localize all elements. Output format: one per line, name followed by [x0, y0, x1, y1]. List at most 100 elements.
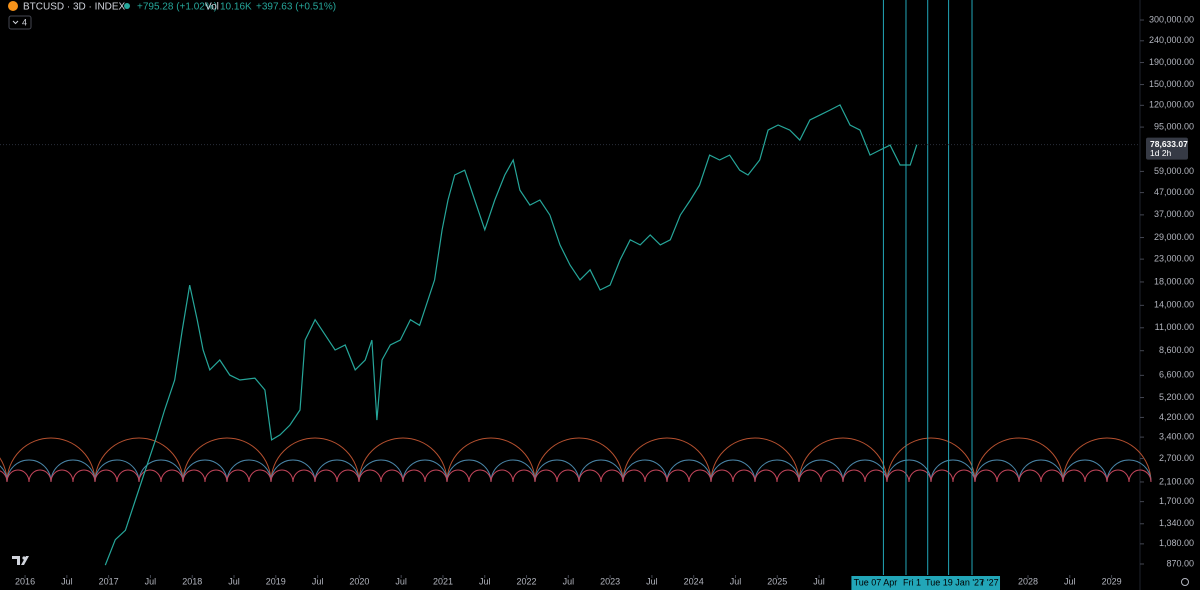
cycle-arc — [1018, 469, 1042, 483]
x-tick-label: 2024 — [684, 576, 704, 586]
y-tick-label: 240,000.00 — [1149, 35, 1194, 45]
last-price-box — [1146, 137, 1188, 160]
cycle-arc — [116, 469, 140, 483]
cycle-arc — [644, 469, 668, 483]
cycle-arc — [578, 459, 624, 483]
indicator-count: 4 — [22, 17, 27, 27]
marker-label: r '27 — [981, 577, 998, 587]
x-tick-label: Jul — [730, 576, 742, 586]
cycle-arc — [930, 459, 976, 483]
cycle-arc — [0, 470, 8, 483]
settings-icon[interactable] — [1181, 578, 1189, 586]
y-tick-label: 870.00 — [1166, 558, 1194, 568]
change: +795.28 (+1.02%) — [137, 2, 217, 13]
x-tick-label: 2017 — [99, 576, 119, 586]
cycle-arc — [182, 469, 206, 483]
cycle-arc — [314, 469, 338, 483]
cycle-arc — [402, 469, 426, 483]
cycle-arc — [446, 469, 470, 483]
y-tick-label: 14,000.00 — [1154, 300, 1194, 310]
cycle-arc — [798, 437, 888, 483]
y-tick-label: 59,000.00 — [1154, 166, 1194, 176]
x-tick-label: Jul — [1064, 576, 1076, 586]
y-tick-label: 8,600.00 — [1159, 345, 1194, 355]
cycle-arc — [996, 469, 1020, 483]
cycle-arc — [710, 469, 734, 483]
y-tick-label: 5,200.00 — [1159, 392, 1194, 402]
y-tick-label: 47,000.00 — [1154, 187, 1194, 197]
cycle-arc — [358, 469, 382, 483]
cycle-arc — [1062, 459, 1108, 483]
cycle-arc — [534, 437, 624, 483]
cycle-arc — [446, 459, 492, 483]
cycle-arc — [776, 469, 800, 483]
logo-dot — [22, 556, 26, 560]
cycle-arc — [94, 469, 118, 483]
y-tick-label: 4,200.00 — [1159, 412, 1194, 422]
y-tick-label: 18,000.00 — [1154, 276, 1194, 286]
cycle-arc — [710, 459, 756, 483]
y-tick-label: 1,700.00 — [1159, 496, 1194, 506]
cycle-arc — [94, 437, 184, 483]
cycle-arc — [402, 459, 448, 483]
x-tick-label: 2025 — [767, 576, 787, 586]
cycle-arc — [6, 469, 30, 483]
cycle-arc — [1106, 459, 1152, 483]
y-tick-label: 300,000.00 — [1149, 14, 1194, 24]
volume-label: Vol — [205, 2, 219, 13]
y-tick-label: 29,000.00 — [1154, 232, 1194, 242]
indicator-toggle[interactable] — [8, 15, 32, 30]
y-tick-label: 23,000.00 — [1154, 254, 1194, 264]
x-tick-label: 2016 — [15, 576, 35, 586]
cycle-arc — [908, 469, 932, 483]
cycle-arc — [336, 469, 360, 483]
cycle-arc — [886, 437, 976, 483]
cycle-arc — [182, 459, 228, 483]
cycle-arc — [622, 469, 646, 483]
marker-label-strip — [851, 576, 1001, 590]
y-tick-label: 37,000.00 — [1154, 209, 1194, 219]
x-tick-label: 2021 — [433, 576, 453, 586]
y-tick-label: 120,000.00 — [1149, 100, 1194, 110]
x-tick-label: Jul — [563, 576, 575, 586]
logo — [12, 556, 29, 565]
cycle-arc — [226, 469, 250, 483]
cycle-arc — [754, 459, 800, 483]
cycle-arc — [28, 469, 52, 483]
x-tick-label: 2023 — [600, 576, 620, 586]
y-tick-label: 95,000.00 — [1154, 121, 1194, 131]
cycle-arc — [6, 459, 52, 483]
cycle-arc — [930, 469, 954, 483]
cycle-arc — [380, 469, 404, 483]
cycle-arc — [974, 459, 1020, 483]
cycle-arc — [952, 469, 976, 483]
cycle-arc — [1084, 469, 1108, 483]
cycle-arc — [358, 437, 448, 483]
x-tick-label: Jul — [145, 576, 157, 586]
y-tick-label: 1,080.00 — [1159, 538, 1194, 548]
cycle-arc — [886, 469, 910, 483]
x-tick-label: Jul — [813, 576, 825, 586]
cycle-arc — [270, 469, 294, 483]
cycle-arc — [424, 469, 448, 483]
cycle-arc — [622, 437, 712, 483]
cycle-arc — [138, 459, 184, 483]
symbol-title[interactable]: BTCUSD · 3D · INDEX — [23, 2, 126, 13]
cycle-arc — [578, 469, 602, 483]
cycle-arc — [138, 469, 162, 483]
cycle-arc — [666, 469, 690, 483]
cycle-arc — [842, 469, 866, 483]
cycle-arc — [1040, 469, 1064, 483]
cycle-arc — [490, 459, 536, 483]
cycle-arc — [358, 459, 404, 483]
cycle-arc — [1106, 469, 1130, 483]
cycle-arc — [182, 437, 272, 483]
volume-change: +397.63 (+0.51%) — [256, 2, 336, 13]
cycle-arc — [226, 459, 272, 483]
cycle-arcs — [0, 437, 1152, 483]
y-tick-label: 1,340.00 — [1159, 518, 1194, 528]
x-tick-label: 2022 — [517, 576, 537, 586]
cycle-arc — [864, 469, 888, 483]
